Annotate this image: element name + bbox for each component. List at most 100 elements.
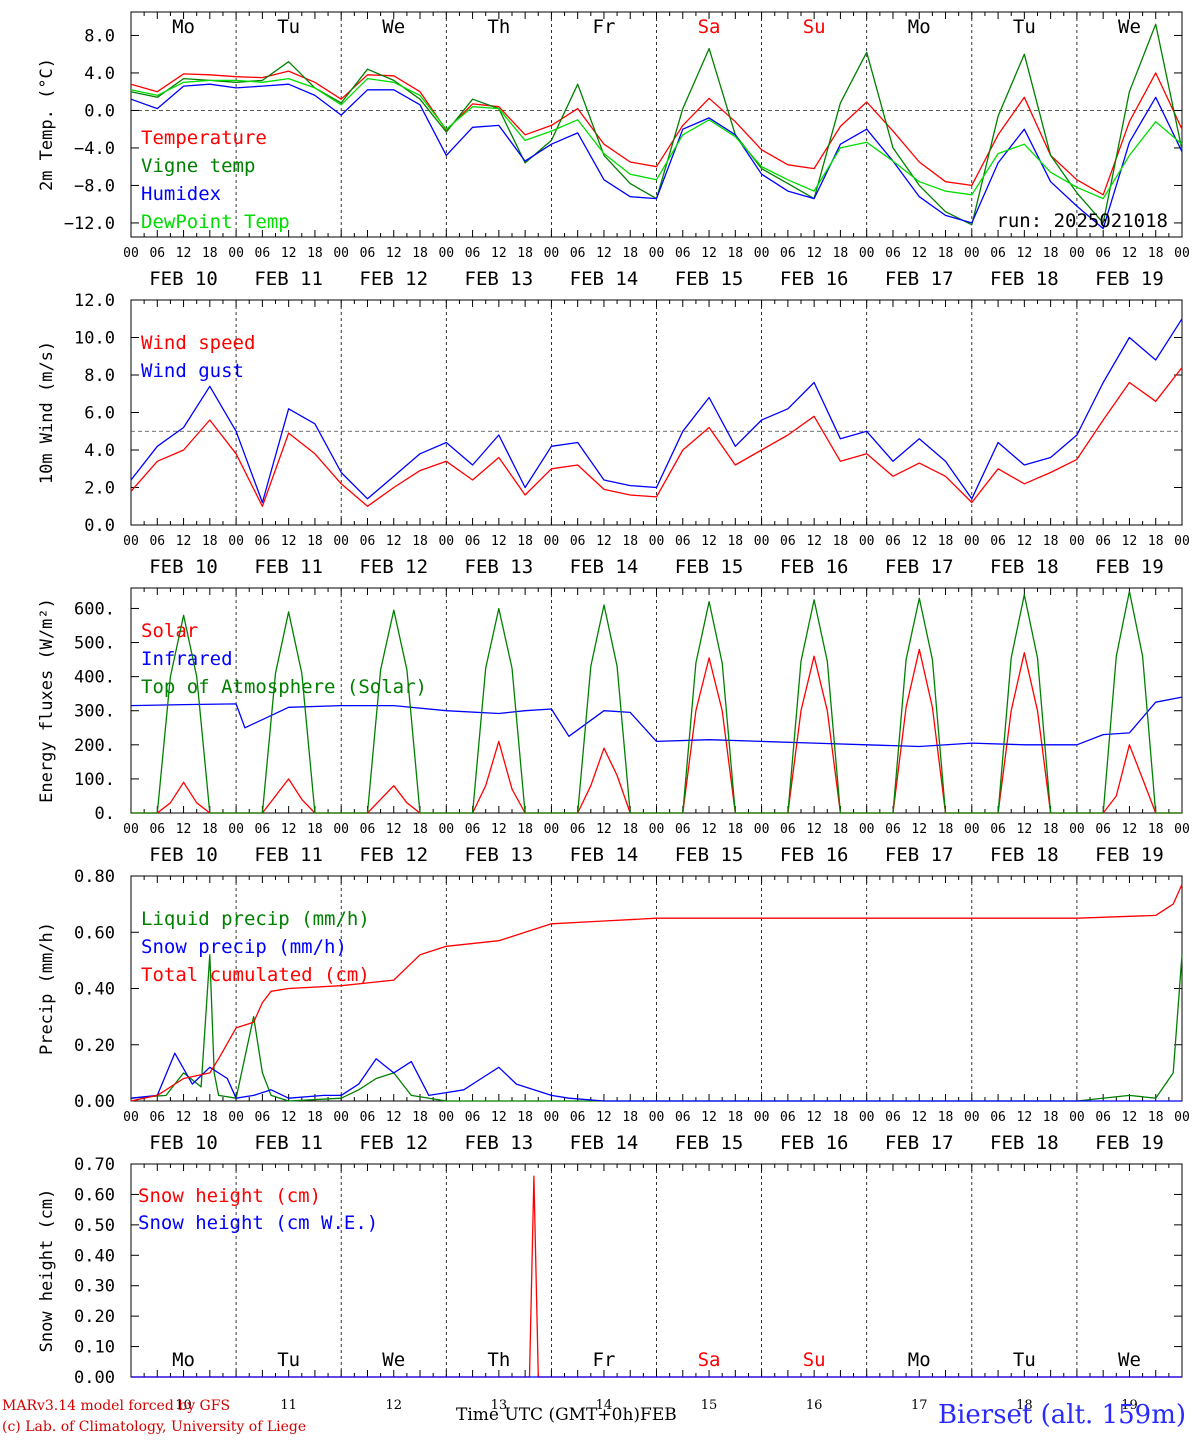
hour-tick-label: 18 [727, 1110, 743, 1125]
date-label: FEB 11 [254, 1132, 323, 1154]
hour-tick-label: 12 [1122, 534, 1138, 549]
day-label: We [1118, 1349, 1141, 1371]
y-tick-label: 0.60 [74, 923, 115, 943]
date-label: 15 [701, 1398, 718, 1413]
hour-tick-label: 12 [806, 822, 822, 837]
hour-tick-label: 00 [544, 822, 560, 837]
hour-tick-label: 18 [622, 822, 638, 837]
hour-tick-label: 12 [491, 534, 507, 549]
y-tick-label: −4.0 [74, 139, 115, 159]
hour-tick-label: 18 [1043, 534, 1059, 549]
date-label: FEB 15 [675, 268, 744, 290]
hour-tick-label: 00 [649, 822, 665, 837]
day-label: Tu [277, 1349, 300, 1371]
day-label: Fr [593, 16, 616, 38]
day-label: We [382, 1349, 405, 1371]
hour-tick-label: 06 [885, 1110, 901, 1125]
legend-entry: DewPoint Temp [141, 211, 290, 233]
hour-tick-label: 00 [1069, 1110, 1085, 1125]
day-label: Mo [172, 1349, 195, 1371]
date-label: FEB 14 [570, 268, 639, 290]
hour-tick-label: 12 [596, 246, 612, 261]
hour-tick-label: 06 [675, 1110, 691, 1125]
y-tick-label: −8.0 [74, 176, 115, 196]
hour-tick-label: 12 [176, 246, 192, 261]
hour-tick-label: 12 [281, 1110, 297, 1125]
hour-tick-label: 12 [1017, 1110, 1033, 1125]
hour-tick-label: 06 [780, 246, 796, 261]
hour-tick-label: 00 [333, 1110, 349, 1125]
y-axis-label: Precip (mm/h) [37, 922, 57, 1055]
date-label: FEB 13 [465, 844, 534, 866]
hour-tick-label: 18 [938, 534, 954, 549]
y-tick-label: 0.00 [74, 1368, 115, 1388]
date-label: FEB 18 [990, 844, 1059, 866]
hour-tick-label: 12 [701, 822, 717, 837]
hour-tick-label: 12 [386, 1110, 402, 1125]
date-label: 19 [1121, 1398, 1138, 1413]
date-label: FEB 17 [885, 268, 954, 290]
hour-tick-label: 12 [596, 822, 612, 837]
legend-entry: Snow height (cm) [138, 1185, 321, 1207]
hour-tick-label: 06 [990, 534, 1006, 549]
legend-entry: Liquid precip (mm/h) [141, 908, 370, 930]
y-tick-label: 0.0 [84, 516, 115, 536]
y-tick-label: 100. [74, 770, 115, 790]
legend-entry: Total cumulated (cm) [141, 964, 370, 986]
date-label: FEB 13 [465, 268, 534, 290]
hour-tick-label: 18 [307, 246, 323, 261]
date-label: 17 [911, 1398, 928, 1413]
hour-tick-label: 00 [438, 534, 454, 549]
day-label: Tu [277, 16, 300, 38]
y-tick-label: 500. [74, 634, 115, 654]
panel-frame [130, 11, 1183, 238]
y-tick-label: 12.0 [74, 291, 115, 311]
y-tick-label: 0.20 [74, 1307, 115, 1327]
date-label: FEB 15 [675, 844, 744, 866]
date-label: FEB 18 [990, 556, 1059, 578]
hour-tick-label: 12 [1017, 246, 1033, 261]
date-label: FEB 16 [780, 556, 849, 578]
hour-tick-label: 06 [1095, 246, 1111, 261]
hour-tick-label: 06 [885, 246, 901, 261]
hour-tick-label: 00 [754, 534, 770, 549]
hour-tick-label: 00 [544, 1110, 560, 1125]
y-tick-label: 4.0 [84, 64, 115, 84]
hour-tick-label: 12 [911, 822, 927, 837]
hour-tick-label: 12 [491, 1110, 507, 1125]
y-tick-label: 0.00 [74, 1092, 115, 1112]
hour-tick-label: 06 [360, 1110, 376, 1125]
hour-tick-label: 18 [1148, 1110, 1164, 1125]
hour-tick-label: 00 [228, 1110, 244, 1125]
hour-tick-label: 06 [465, 1110, 481, 1125]
hour-tick-label: 18 [1043, 246, 1059, 261]
hour-tick-label: 12 [281, 534, 297, 549]
y-tick-label: 0.0 [84, 101, 115, 121]
hour-tick-label: 18 [938, 822, 954, 837]
date-label: FEB 15 [675, 556, 744, 578]
day-label: Mo [908, 16, 931, 38]
hour-tick-label: 00 [438, 1110, 454, 1125]
hour-tick-label: 00 [228, 534, 244, 549]
hour-tick-label: 12 [491, 246, 507, 261]
hour-tick-label: 06 [465, 246, 481, 261]
hour-tick-label: 06 [990, 246, 1006, 261]
series-line [130, 318, 1183, 504]
day-label: Tu [1013, 1349, 1036, 1371]
legend-entry: Vigne temp [141, 155, 255, 177]
hour-tick-label: 00 [649, 246, 665, 261]
hour-tick-label: 12 [386, 822, 402, 837]
date-label: FEB 14 [570, 844, 639, 866]
hour-tick-label: 00 [964, 534, 980, 549]
hour-tick-label: 18 [307, 1110, 323, 1125]
day-label: Mo [172, 16, 195, 38]
date-label: 11 [280, 1398, 297, 1413]
y-axis-label: 2m Temp. (°C) [37, 58, 57, 191]
y-tick-label: 4.0 [84, 441, 115, 461]
y-tick-label: 0.30 [74, 1277, 115, 1297]
hour-tick-label: 18 [412, 534, 428, 549]
legend-entry: Wind gust [141, 360, 244, 382]
series-line [131, 590, 1182, 814]
hour-tick-label: 18 [833, 246, 849, 261]
day-label: Su [803, 1349, 826, 1371]
